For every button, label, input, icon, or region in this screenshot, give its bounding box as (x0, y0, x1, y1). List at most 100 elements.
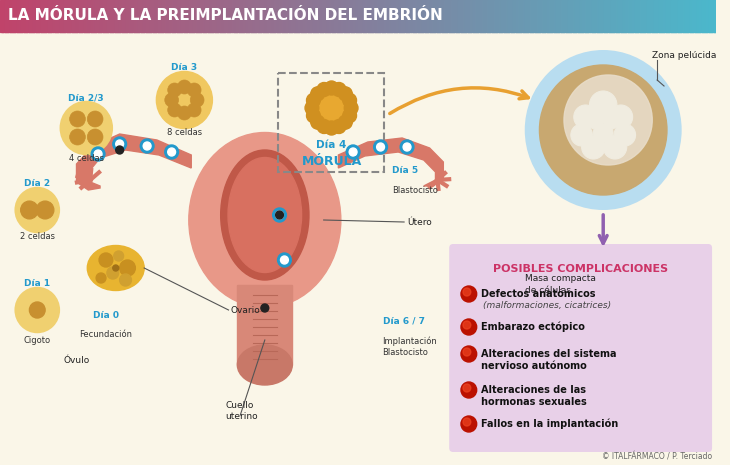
Circle shape (614, 124, 636, 146)
Bar (9, 0, 13, 32)
Circle shape (120, 260, 135, 276)
Circle shape (69, 111, 85, 127)
Circle shape (157, 72, 212, 128)
Circle shape (116, 146, 123, 154)
Circle shape (88, 129, 103, 145)
Bar (122, 0, 125, 32)
Bar (227, 0, 230, 32)
Circle shape (339, 87, 353, 101)
Circle shape (91, 147, 105, 161)
Bar (184, 0, 187, 32)
Bar (337, 0, 340, 32)
Bar (181, 0, 185, 32)
Bar (429, 0, 433, 32)
Bar (413, 0, 416, 32)
Bar (645, 0, 648, 32)
Bar (38, 0, 42, 32)
Bar (351, 0, 354, 32)
Bar (504, 0, 507, 32)
Bar (575, 0, 579, 32)
Text: Fallos en la implantación: Fallos en la implantación (480, 419, 618, 429)
Bar (680, 0, 683, 32)
Bar (88, 0, 92, 32)
Circle shape (99, 253, 113, 267)
Circle shape (177, 106, 191, 120)
Bar (53, 0, 56, 32)
Bar (348, 0, 352, 32)
Bar (103, 0, 106, 32)
Bar (530, 0, 533, 32)
Bar (444, 0, 447, 32)
Text: Masa compacta: Masa compacta (525, 273, 596, 283)
Bar (67, 0, 70, 32)
Bar (139, 0, 142, 32)
Bar (525, 0, 529, 32)
Bar (196, 0, 199, 32)
Circle shape (461, 416, 477, 432)
Circle shape (325, 81, 339, 95)
Bar (255, 0, 258, 32)
Bar (24, 0, 27, 32)
Bar (339, 0, 342, 32)
Bar (318, 0, 320, 32)
Circle shape (15, 188, 59, 232)
Bar (237, 0, 239, 32)
Circle shape (539, 65, 667, 195)
Bar (91, 0, 94, 32)
Bar (293, 0, 297, 32)
Bar (420, 0, 423, 32)
Bar (28, 0, 32, 32)
Bar (506, 0, 510, 32)
Bar (511, 0, 514, 32)
Text: hormonas sexuales: hormonas sexuales (480, 397, 586, 407)
Bar (177, 0, 180, 32)
Bar (370, 0, 373, 32)
Bar (193, 0, 196, 32)
Bar (7, 0, 10, 32)
Bar (363, 0, 366, 32)
Circle shape (280, 256, 288, 264)
Bar (246, 0, 249, 32)
Circle shape (582, 135, 605, 159)
Text: uterino: uterino (226, 412, 258, 420)
Bar (26, 0, 30, 32)
Bar (119, 0, 123, 32)
Bar (47, 0, 51, 32)
Bar (406, 0, 409, 32)
Bar (499, 0, 502, 32)
Bar (41, 0, 44, 32)
Circle shape (345, 101, 358, 115)
Bar (714, 0, 717, 32)
Bar (690, 0, 693, 32)
Text: nervioso autónomo: nervioso autónomo (480, 361, 586, 371)
Bar (361, 0, 364, 32)
Circle shape (574, 105, 597, 129)
Bar (661, 0, 664, 32)
Bar (237, 285, 292, 365)
Circle shape (463, 418, 471, 426)
Bar (656, 0, 660, 32)
Bar (145, 0, 149, 32)
Circle shape (461, 382, 477, 398)
Bar (220, 0, 223, 32)
Bar (174, 0, 177, 32)
Bar (2, 0, 6, 32)
Bar (485, 0, 488, 32)
Bar (711, 0, 715, 32)
Bar (19, 0, 23, 32)
Bar (131, 0, 134, 32)
Bar (55, 0, 58, 32)
Bar (549, 0, 553, 32)
Circle shape (564, 75, 652, 165)
Bar (344, 0, 347, 32)
Bar (577, 0, 581, 32)
Bar (36, 0, 39, 32)
Circle shape (276, 211, 283, 219)
Bar (466, 0, 469, 32)
Bar (129, 0, 132, 32)
Bar (374, 0, 378, 32)
Circle shape (463, 348, 471, 356)
Text: Implantación: Implantación (383, 336, 437, 345)
Bar (609, 0, 612, 32)
Bar (628, 0, 631, 32)
